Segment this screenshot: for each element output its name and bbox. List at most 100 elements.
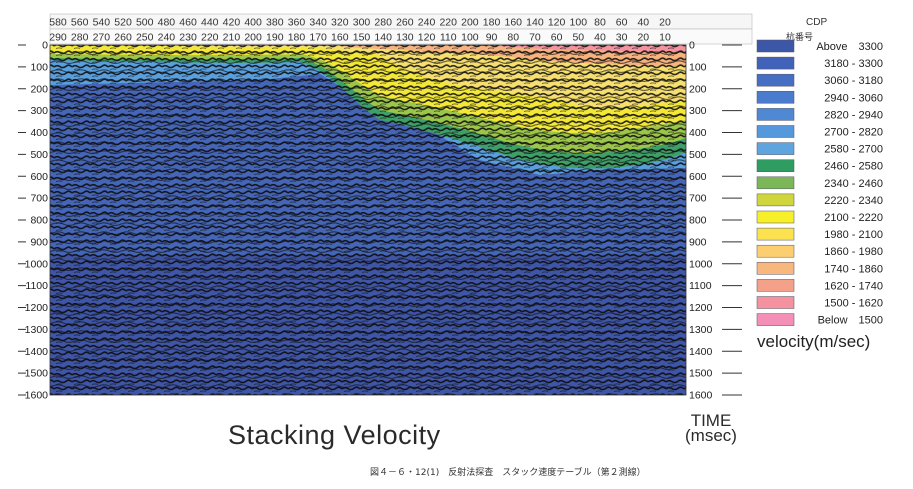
station-tick-label: 290 [49,32,67,44]
cdp-tick-label: 440 [201,17,219,29]
seismic-texture-secondary [50,45,686,395]
station-tick-label: 210 [223,32,241,44]
legend-swatch [756,56,795,70]
legend-label: 2700 - 2820 [824,127,883,139]
cdp-tick-label: 100 [570,17,588,29]
station-tick-label: 110 [440,32,457,44]
right-tick-label: 1300 [689,324,713,336]
right-tick-label: 1000 [689,258,713,270]
right-tick-label: 500 [689,149,707,161]
right-tick-label: 1200 [689,302,713,314]
right-tick-label: 1100 [689,280,712,292]
right-tick-label: 300 [689,105,707,117]
left-tick-label: 1000 [25,258,49,270]
legend-label: 2460 - 2580 [824,161,883,173]
station-tick-label: 60 [551,32,563,44]
station-tick-label: 240 [158,32,176,44]
cdp-axis-name: CDP [806,17,827,28]
left-tick-label: 1100 [25,280,48,292]
left-tick-label: 100 [30,61,48,73]
cdp-tick-label: 340 [309,17,327,29]
station-tick-label: 180 [288,32,306,44]
cdp-tick-label: 80 [594,17,606,29]
legend-label: Below 1500 [818,315,883,327]
cdp-tick-label: 460 [179,17,197,29]
velocity-section [50,45,686,395]
legend-swatch [756,262,795,275]
left-tick-label: 1200 [25,302,49,314]
chart-title: Stacking Velocity [228,420,441,450]
legend-label: 2580 - 2700 [824,144,883,156]
cdp-tick-label: 480 [158,17,176,29]
right-tick-label: 400 [689,127,707,139]
legend-swatch [756,193,795,207]
legend-label: 1500 - 1620 [824,298,883,310]
time-axis-label-line1: TIME [690,411,732,430]
legend-label: 1740 - 1860 [824,263,883,275]
cdp-tick-label: 60 [616,17,628,29]
legend-swatch [756,142,795,155]
station-tick-label: 230 [179,32,197,44]
station-tick-label: 20 [637,32,649,44]
legend-swatch [756,227,795,241]
cdp-tick-label: 240 [418,17,436,29]
left-tick-label: 500 [30,149,48,161]
cdp-tick-label: 520 [114,17,132,29]
legend-swatch [756,91,795,104]
right-tick-label: 800 [689,215,707,227]
legend-swatch [756,313,795,326]
cdp-tick-label: 400 [244,17,262,29]
station-tick-label: 70 [529,32,541,44]
time-axis-label: TIME (msec) [680,411,742,444]
figure-caption: 図４－６・12(1) 反射法探査 スタック速度テーブル（第２測線） [370,468,646,478]
legend-label: 1980 - 2100 [824,229,883,241]
legend-label: Above 3300 [816,41,883,53]
station-tick-label: 280 [71,32,89,44]
station-header-row [49,28,753,45]
station-tick-label: 10 [659,32,671,44]
left-tick-label: 200 [30,83,48,95]
right-time-axis: 0 100 200 300 400 500 600 700 800 900 1000 1100 1200… [689,40,742,402]
right-tick-label: 0 [689,40,695,52]
station-tick-label: 270 [93,32,111,44]
legend-label: 2340 - 2460 [824,178,883,190]
cdp-tick-label: 300 [353,17,371,29]
left-tick-label: 900 [30,236,48,248]
right-tick-label: 200 [689,83,707,95]
cdp-tick-label: 180 [483,17,501,29]
right-tick-label: 1400 [689,346,713,358]
cdp-tick-label: 380 [266,17,284,29]
legend-swatch [756,176,795,190]
legend-swatch [756,125,795,138]
cdp-tick-label: 580 [49,17,67,29]
station-tick-label: 200 [244,32,262,44]
station-tick-label: 130 [396,32,414,44]
left-tick-label: 300 [30,105,48,117]
legend-swatch [756,159,795,172]
cdp-tick-label: 20 [659,17,671,29]
left-time-axis: 0 100 200 300 400 500 600 700 800 900 1000 1100 1200… [18,40,48,402]
legend-label: 2820 - 2940 [824,109,883,121]
left-tick-label: 400 [30,127,48,139]
cdp-tick-labels: 580 560 540 520 500 480 460 440 420 400 380 360 340 3… [49,17,671,29]
left-tick-label: 600 [30,171,48,183]
plot-frame [49,44,687,396]
station-tick-label: 260 [114,32,132,44]
station-tick-label: 150 [353,32,371,44]
cdp-tick-label: 280 [374,17,392,29]
cdp-tick-label: 220 [439,17,457,29]
right-tick-label: 900 [689,236,707,248]
cdp-tick-label: 540 [93,17,111,29]
right-tick-label: 700 [689,193,707,205]
cdp-tick-label: 420 [223,17,241,29]
station-tick-label: 160 [331,32,349,44]
left-tick-label: 800 [30,215,48,227]
station-tick-label: 50 [572,32,584,44]
left-tick-label: 1300 [25,324,49,336]
legend-title: velocity(m/sec) [757,332,871,351]
cdp-tick-label: 320 [331,17,349,29]
station-tick-label: 120 [418,32,436,44]
cdp-tick-label: 500 [136,17,154,29]
left-tick-label: 700 [30,193,48,205]
